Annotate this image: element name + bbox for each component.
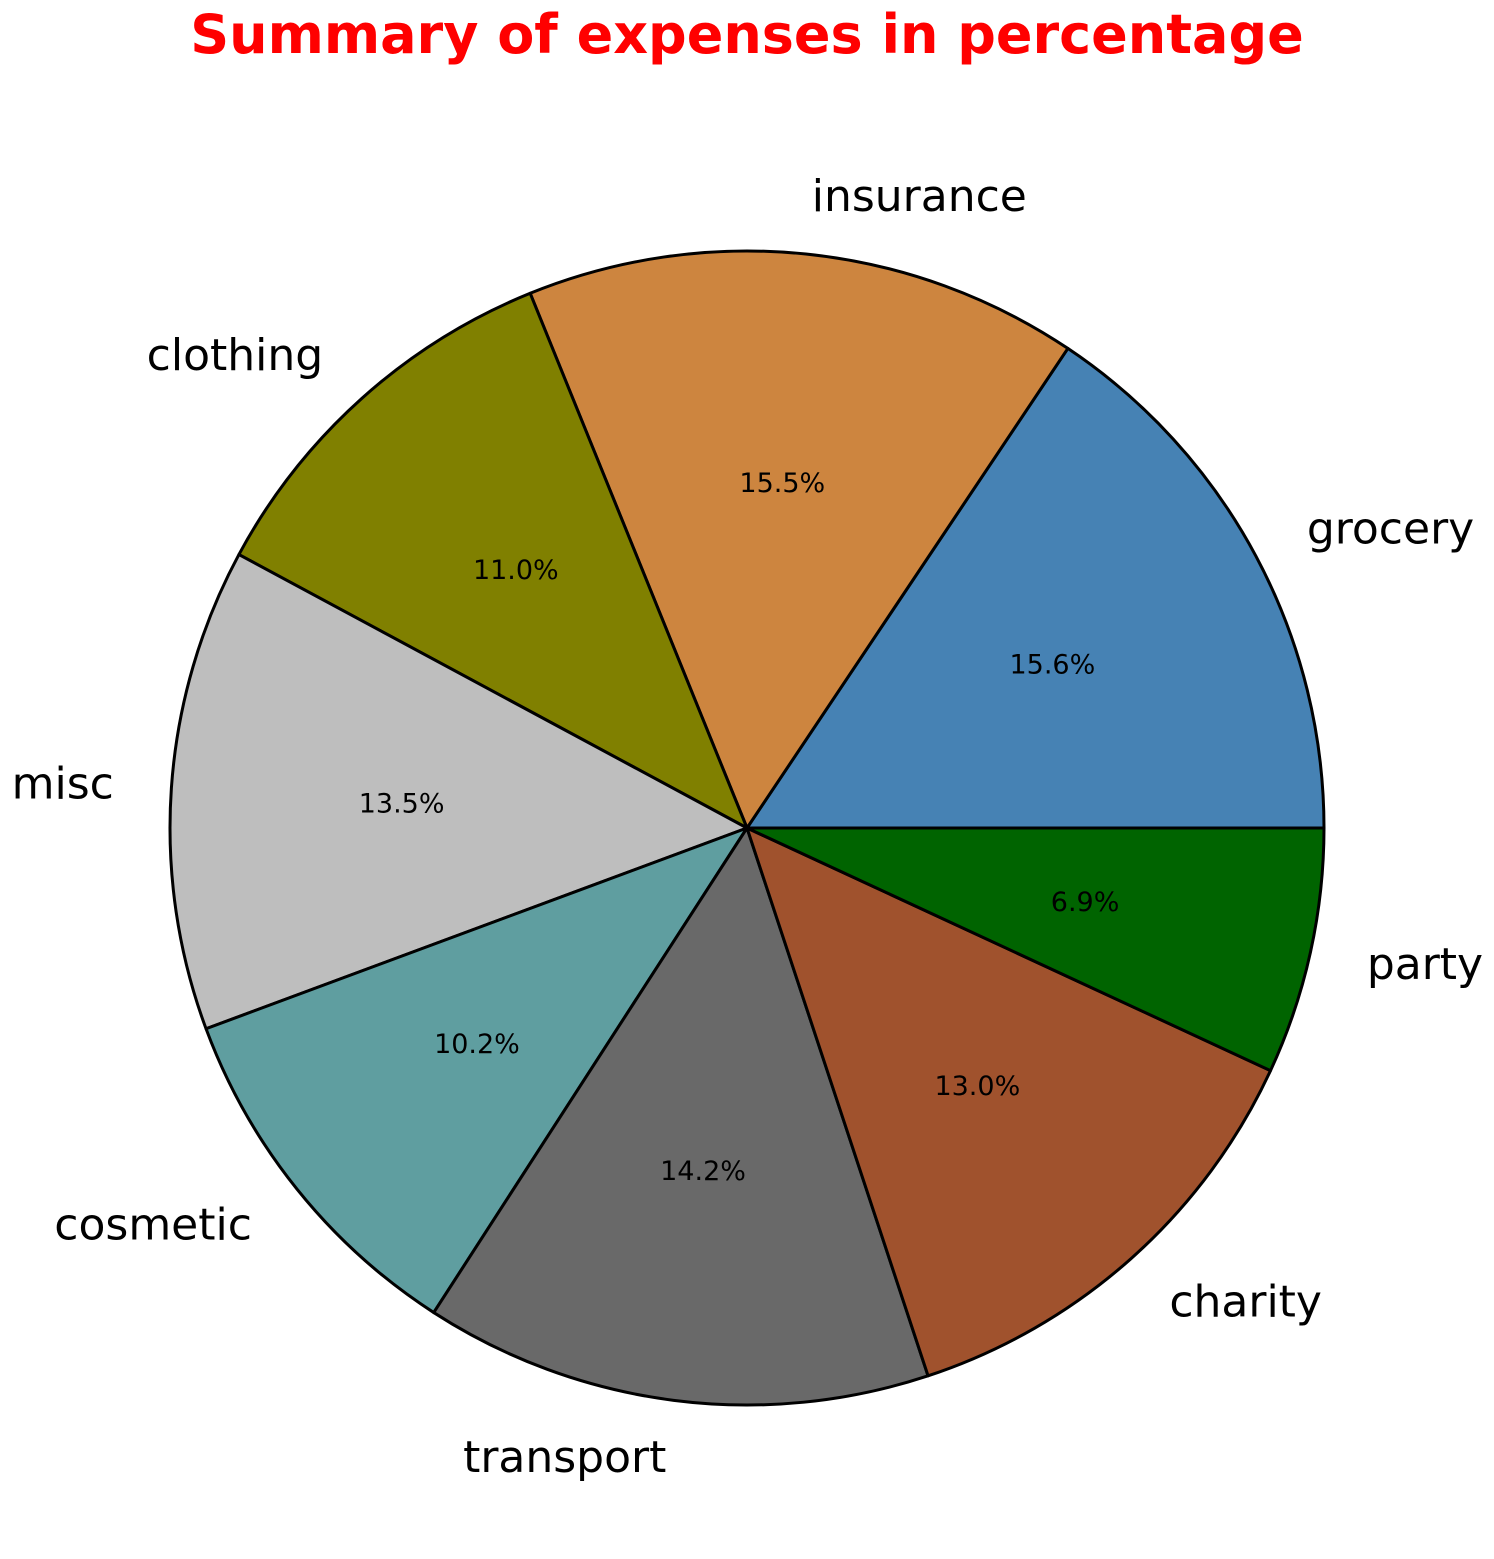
slice-label-charity: charity (1169, 1276, 1322, 1327)
pct-label-clothing: 11.0% (473, 555, 559, 586)
pie-slice-misc (168, 553, 749, 1031)
slice-label-clothing: clothing (147, 330, 324, 381)
pct-label-transport: 14.2% (660, 1156, 746, 1187)
pct-label-insurance: 15.5% (739, 468, 825, 499)
slice-label-grocery: grocery (1307, 503, 1474, 554)
pct-label-cosmetic: 10.2% (434, 1029, 520, 1060)
pct-label-misc: 13.5% (359, 789, 445, 820)
pie-slices (168, 249, 1326, 1407)
slice-label-insurance: insurance (812, 171, 1027, 222)
slice-label-party: party (1367, 939, 1483, 990)
pie-slice-party (745, 826, 1326, 1073)
pie-labels: 15.6% grocery 15.5% insurance 11.0% clothing 1… (12, 171, 1483, 1483)
pie-slice-cosmetic (204, 826, 749, 1315)
chart-title: Summary of expenses in percentage (190, 3, 1304, 66)
slice-label-transport: transport (463, 1432, 666, 1483)
pie-slice-transport (432, 826, 930, 1407)
pct-label-party: 6.9% (1051, 887, 1120, 918)
pie-slice-insurance (528, 249, 1070, 830)
pct-label-grocery: 15.6% (1009, 649, 1095, 680)
pie-slice-grocery (745, 346, 1326, 830)
pie-slice-clothing (237, 291, 749, 830)
slice-label-misc: misc (12, 759, 114, 810)
pct-label-charity: 13.0% (934, 1071, 1020, 1102)
pie-slice-charity (745, 826, 1273, 1378)
slice-label-cosmetic: cosmetic (54, 1200, 252, 1251)
